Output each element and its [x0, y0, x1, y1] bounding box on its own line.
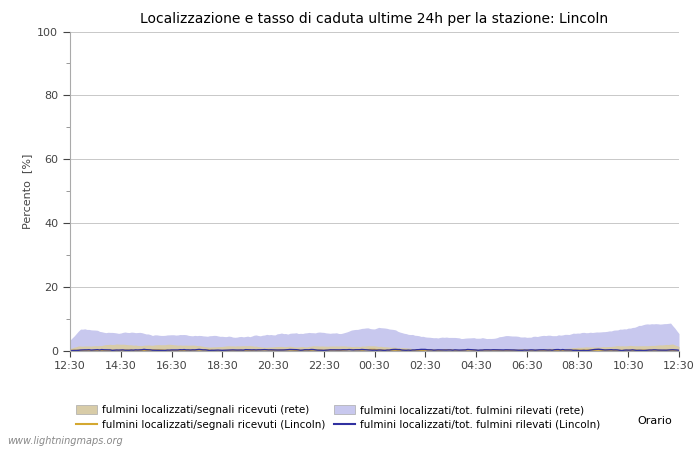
Text: www.lightningmaps.org: www.lightningmaps.org	[7, 436, 122, 446]
Text: Orario: Orario	[637, 416, 672, 426]
Legend: fulmini localizzati/segnali ricevuti (rete), fulmini localizzati/segnali ricevut: fulmini localizzati/segnali ricevuti (re…	[72, 401, 604, 434]
Y-axis label: Percento  [%]: Percento [%]	[22, 153, 32, 229]
Title: Localizzazione e tasso di caduta ultime 24h per la stazione: Lincoln: Localizzazione e tasso di caduta ultime …	[141, 12, 608, 26]
